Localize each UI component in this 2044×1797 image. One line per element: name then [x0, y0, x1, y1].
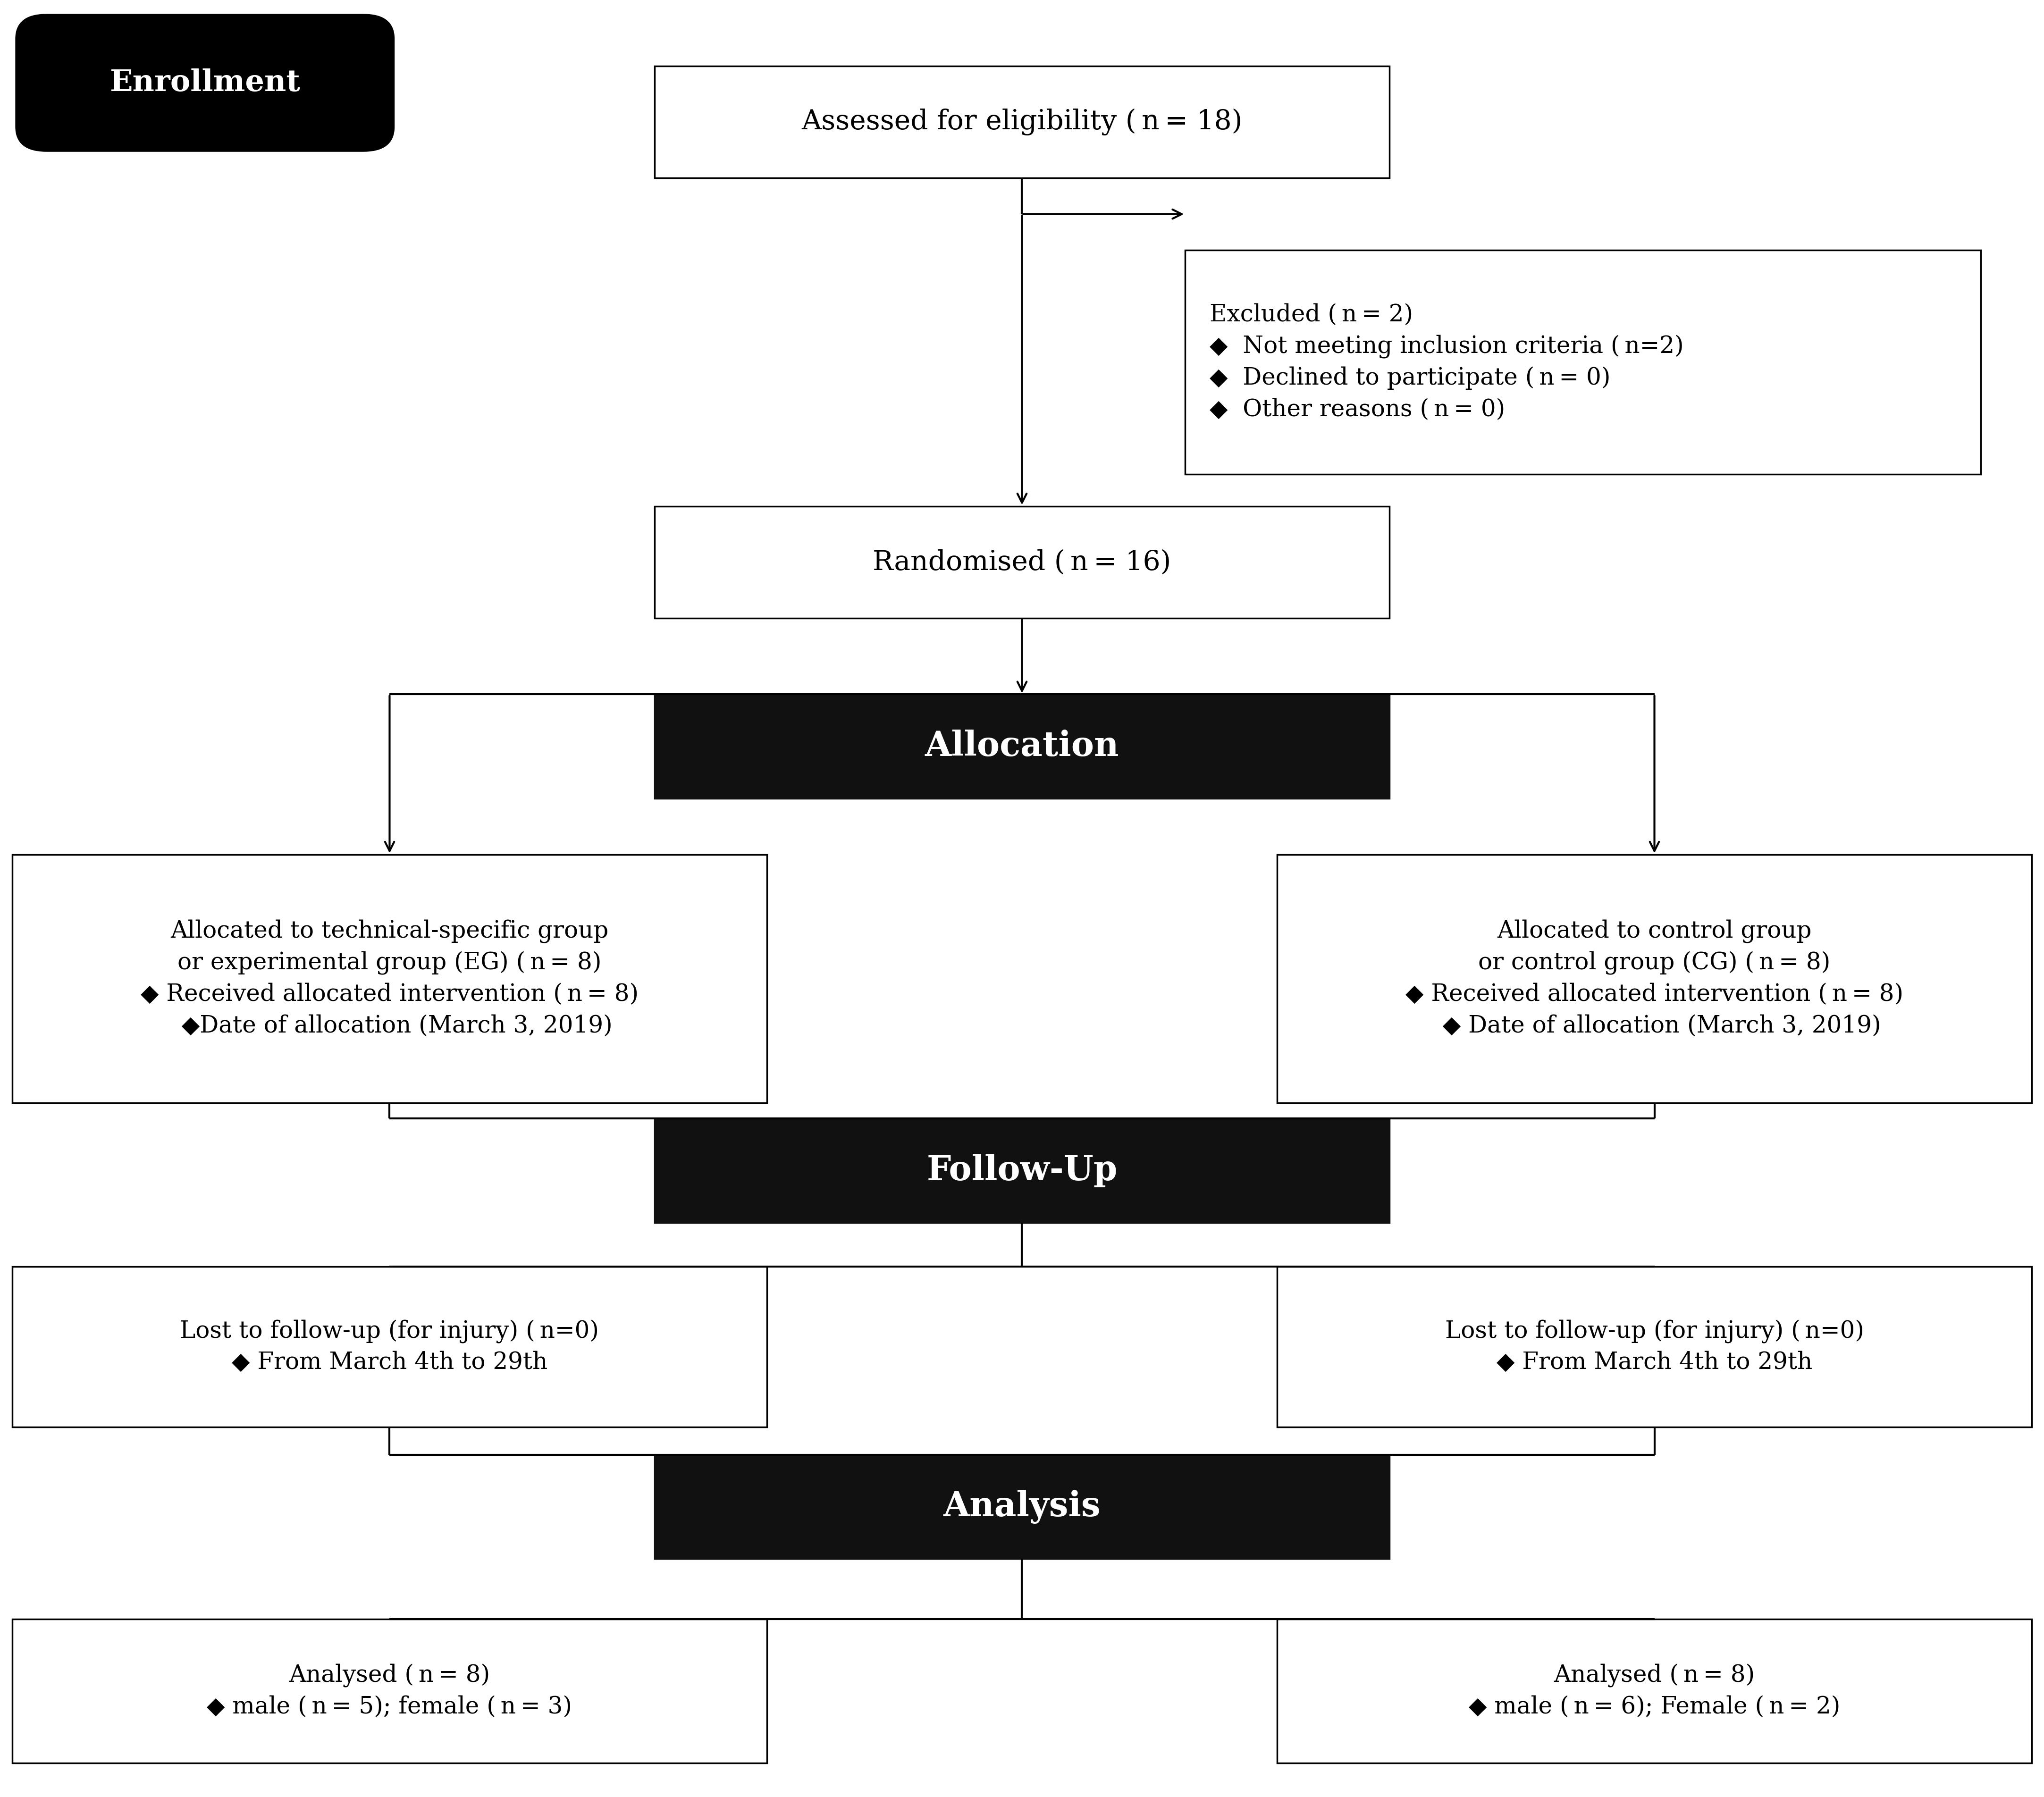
- FancyBboxPatch shape: [12, 1267, 766, 1427]
- Text: Allocated to control group
or control group (CG) ( n = 8)
◆ Received allocated i: Allocated to control group or control gr…: [1406, 920, 1903, 1037]
- FancyBboxPatch shape: [1278, 855, 2032, 1103]
- FancyBboxPatch shape: [1278, 1267, 2032, 1427]
- Text: Follow-Up: Follow-Up: [926, 1154, 1118, 1188]
- Text: Excluded ( n = 2)
◆  Not meeting inclusion criteria ( n=2)
◆  Declined to partic: Excluded ( n = 2) ◆ Not meeting inclusio…: [1210, 304, 1684, 420]
- FancyBboxPatch shape: [16, 14, 394, 151]
- Text: Enrollment: Enrollment: [110, 68, 300, 97]
- Text: Allocated to technical-specific group
or experimental group (EG) ( n = 8)
◆ Rece: Allocated to technical-specific group or…: [141, 920, 638, 1037]
- FancyBboxPatch shape: [1278, 1619, 2032, 1763]
- FancyBboxPatch shape: [654, 66, 1390, 178]
- Text: Analysed ( n = 8)
◆ male ( n = 5); female ( n = 3): Analysed ( n = 8) ◆ male ( n = 5); femal…: [206, 1664, 572, 1718]
- FancyBboxPatch shape: [654, 694, 1390, 798]
- Text: Assessed for eligibility ( n = 18): Assessed for eligibility ( n = 18): [801, 108, 1243, 135]
- FancyBboxPatch shape: [654, 507, 1390, 618]
- FancyBboxPatch shape: [654, 1118, 1390, 1222]
- Text: Allocation: Allocation: [924, 730, 1120, 764]
- FancyBboxPatch shape: [654, 1456, 1390, 1558]
- Text: Analysis: Analysis: [942, 1490, 1102, 1524]
- Text: Randomised ( n = 16): Randomised ( n = 16): [873, 550, 1171, 575]
- Text: Lost to follow-up (for injury) ( n=0)
◆ From March 4th to 29th: Lost to follow-up (for injury) ( n=0) ◆ …: [1445, 1319, 1864, 1375]
- FancyBboxPatch shape: [1186, 250, 1981, 474]
- Text: Analysed ( n = 8)
◆ male ( n = 6); Female ( n = 2): Analysed ( n = 8) ◆ male ( n = 6); Femal…: [1470, 1664, 1840, 1718]
- FancyBboxPatch shape: [12, 855, 766, 1103]
- FancyBboxPatch shape: [12, 1619, 766, 1763]
- Text: Lost to follow-up (for injury) ( n=0)
◆ From March 4th to 29th: Lost to follow-up (for injury) ( n=0) ◆ …: [180, 1319, 599, 1375]
